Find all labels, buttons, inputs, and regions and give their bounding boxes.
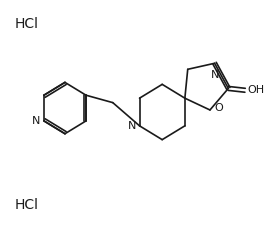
- Text: O: O: [215, 103, 223, 113]
- Text: N: N: [32, 116, 40, 126]
- Text: N: N: [210, 70, 219, 80]
- Text: N: N: [127, 121, 136, 131]
- Text: OH: OH: [247, 85, 264, 95]
- Text: HCl: HCl: [14, 17, 39, 31]
- Text: HCl: HCl: [14, 198, 39, 212]
